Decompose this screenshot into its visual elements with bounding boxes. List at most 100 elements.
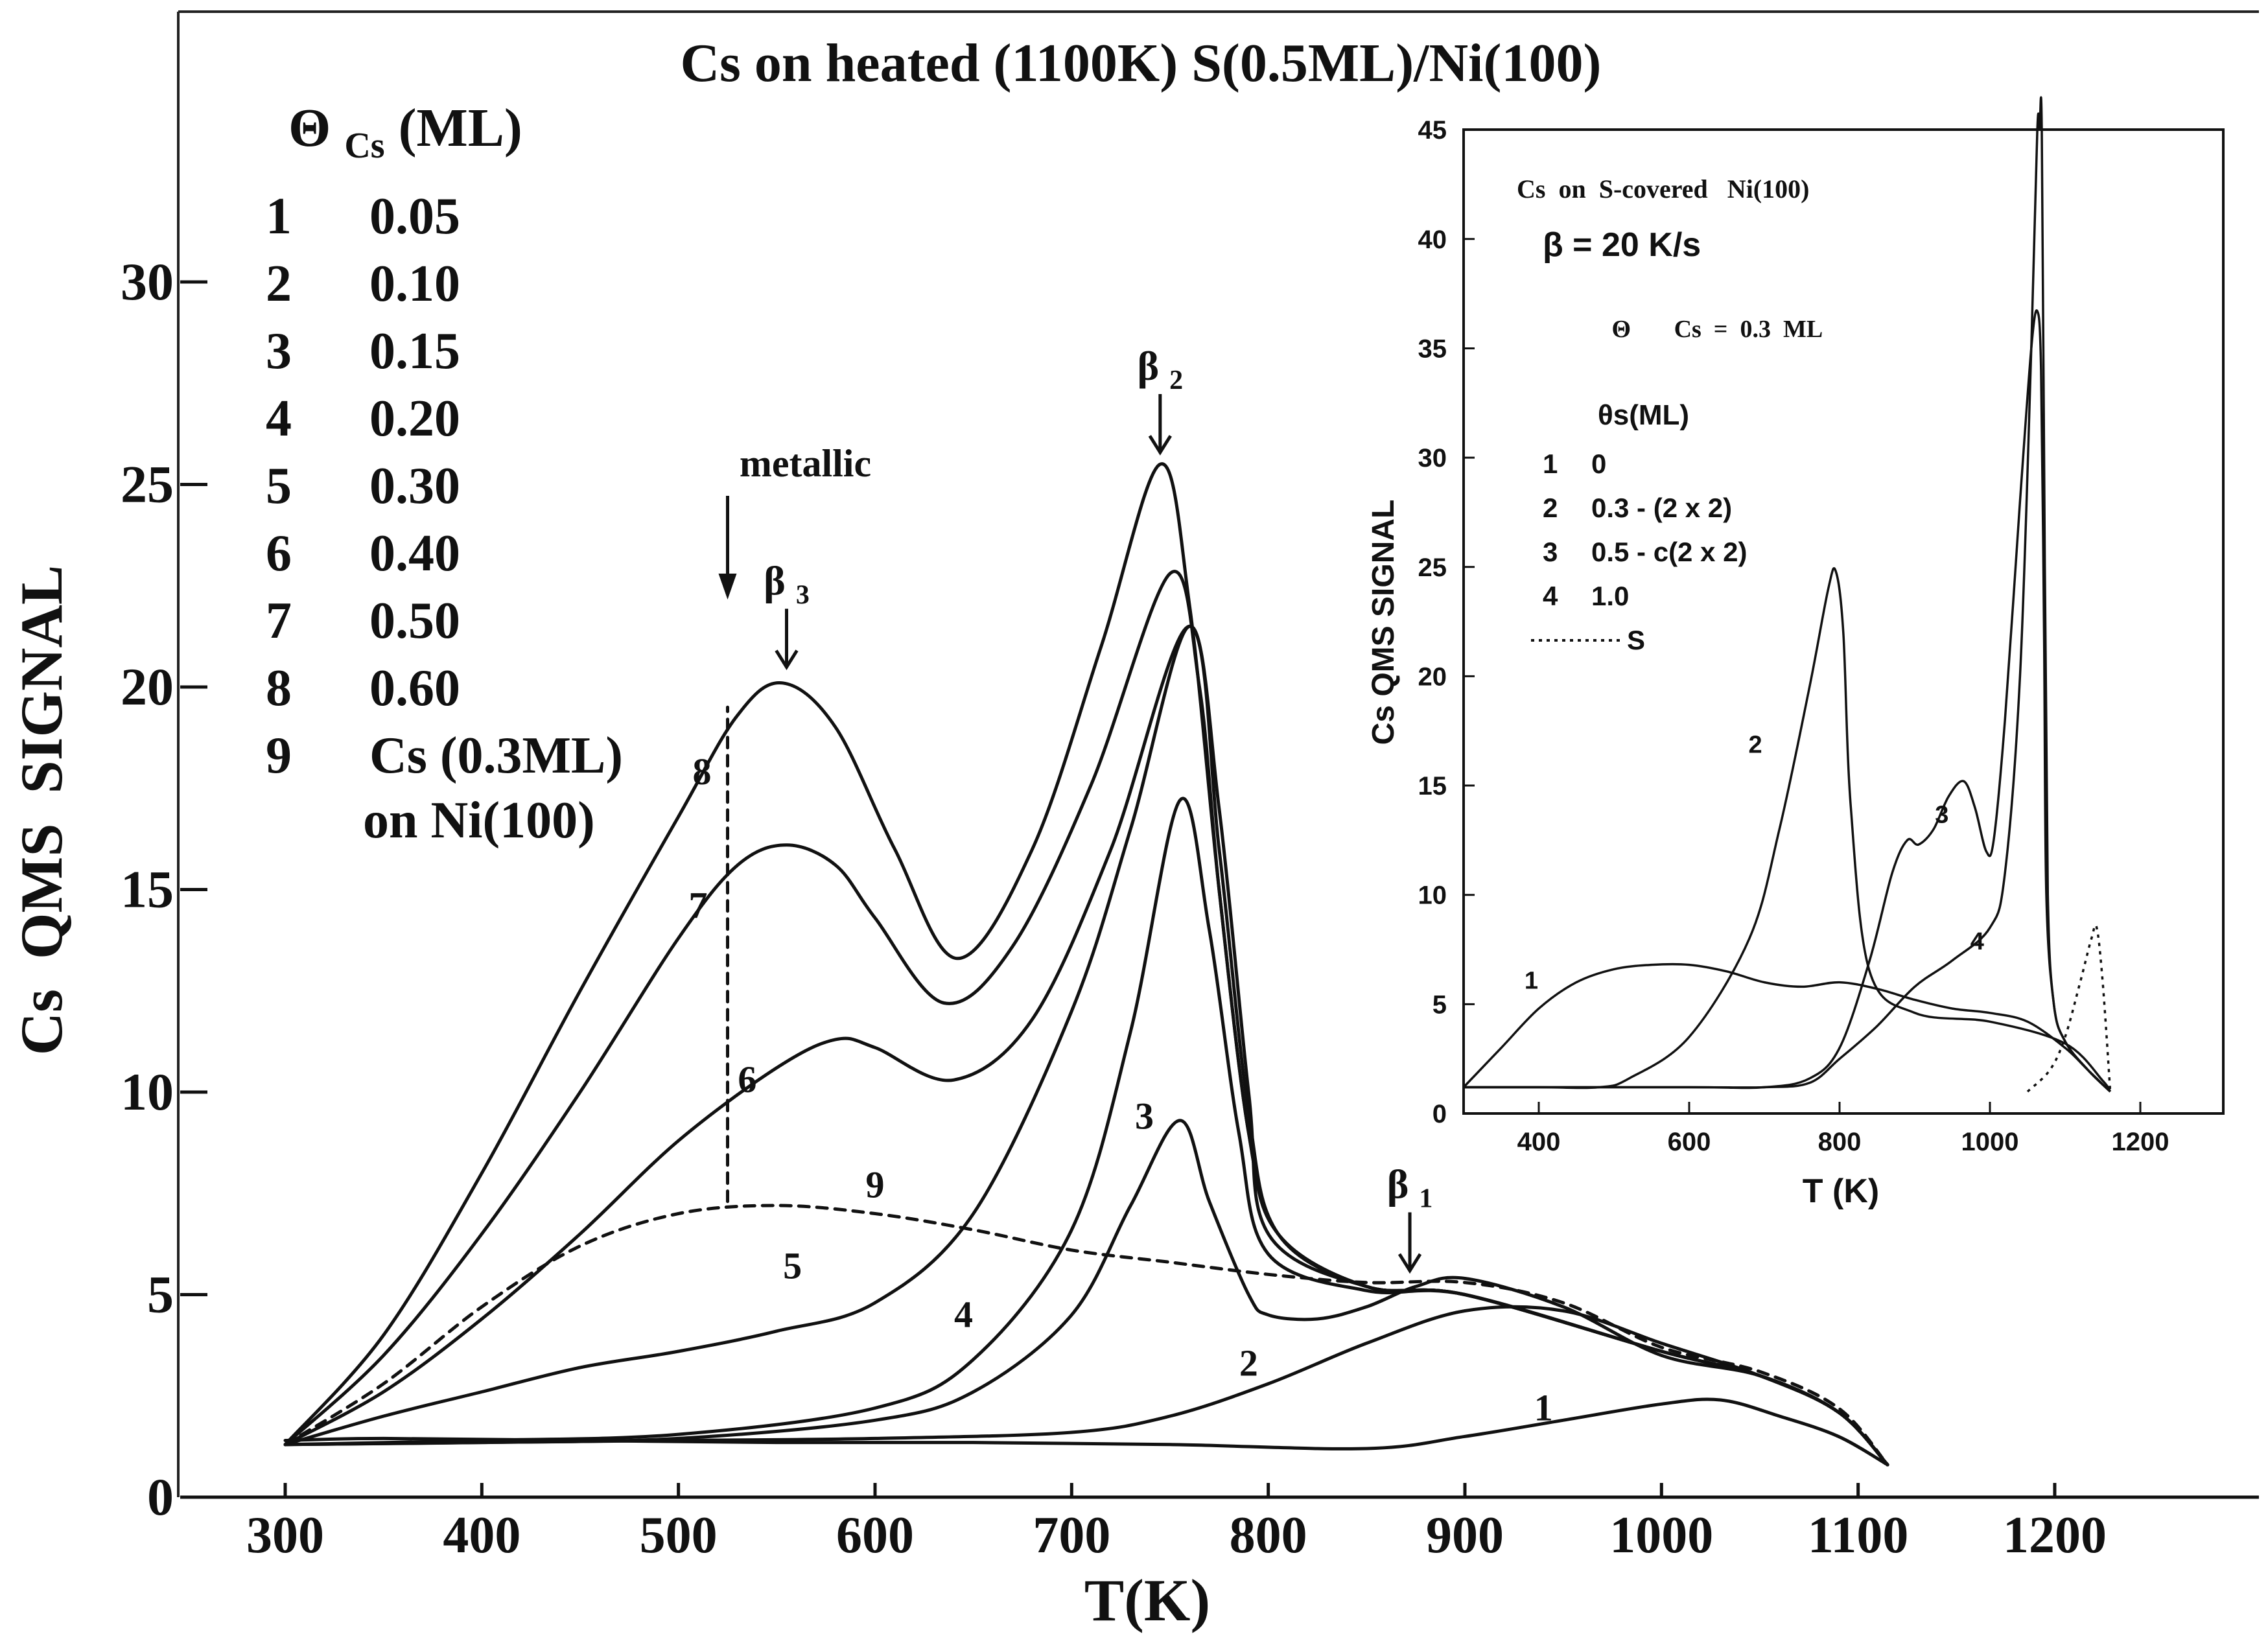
legend-id-7: 7 — [266, 592, 292, 649]
beta3-symbol: β — [764, 557, 786, 603]
inset-x-tick-label: 600 — [1668, 1128, 1711, 1156]
series-1-label: 1 — [1534, 1386, 1553, 1428]
inset-legend-id-1: 1 — [1543, 449, 1558, 479]
legend-id-3: 3 — [266, 323, 292, 380]
inset-y-tick-label: 35 — [1418, 334, 1447, 363]
inset-x-tick-label: 1200 — [2112, 1128, 2169, 1156]
y-axis-label: Cs QMS SIGNAL — [8, 565, 75, 1056]
legend-id-4: 4 — [266, 390, 292, 447]
x-axis-ticks: 300 400 500 600 700 800 900 1000 1100 1200 — [246, 1483, 2107, 1564]
inset-series-2-label: 2 — [1749, 731, 1762, 758]
x-tick-label: 800 — [1230, 1507, 1307, 1564]
inset-title: Cs on S-covered Ni(100) — [1517, 174, 1809, 204]
inset-coverage-text: Cs = 0.3 ML — [1674, 316, 1822, 343]
inset-legend-value-3: 0.5 - c(2 x 2) — [1591, 537, 1747, 567]
inset-y-tick-label: 0 — [1432, 1100, 1447, 1128]
inset-x-axis-label: T (K) — [1803, 1172, 1879, 1210]
inset-legend-id-4: 4 — [1543, 581, 1558, 611]
inset-series-4-label: 4 — [1970, 928, 1984, 955]
series-9-line — [283, 1204, 1889, 1467]
inset-x-axis-ticks: 400 600 800 1000 1200 — [1517, 1102, 2169, 1156]
metallic-label: metallic — [740, 442, 871, 485]
inset-series-1-label: 1 — [1525, 968, 1538, 995]
legend-value2-9: on Ni(100) — [363, 792, 595, 849]
y-tick-label: 0 — [147, 1467, 174, 1526]
legend-id-5: 5 — [266, 458, 292, 515]
y-axis-ticks: 0 5 10 15 20 25 30 — [121, 252, 207, 1526]
series-6-label: 6 — [738, 1058, 756, 1101]
legend-value-7: 0.50 — [369, 592, 460, 649]
inset-plot-area — [1462, 128, 2225, 1115]
series-5-label: 5 — [783, 1245, 802, 1287]
inset-legend-value-2: 0.3 - (2 x 2) — [1591, 493, 1732, 523]
legend: Θ Cs (ML) 1 0.05 2 0.10 3 0.15 4 0.20 5 0.30 6 0.40… — [266, 98, 623, 849]
inset-series-group — [1462, 96, 2112, 1093]
legend-value-4: 0.20 — [369, 390, 460, 447]
inset-legend: θs(ML) 1 0 2 0.3 - (2 x 2) 3 0.5 - c(2 x 2) 4 1… — [1531, 399, 1747, 655]
inset-legend-id-2: 2 — [1543, 493, 1558, 523]
inset-y-tick-label: 40 — [1418, 226, 1447, 254]
annotations: metallic β 3 β 2 β 1 — [718, 343, 1433, 1274]
legend-id-6: 6 — [266, 525, 292, 582]
inset-y-tick-label: 25 — [1418, 553, 1447, 582]
series-9-label: 9 — [865, 1164, 884, 1206]
beta1-subscript: 1 — [1419, 1184, 1432, 1214]
beta2-arrowhead — [1148, 435, 1172, 456]
x-tick-label: 1100 — [1808, 1507, 1909, 1564]
legend-value-9: Cs (0.3ML) — [369, 727, 623, 784]
inset-series-3-label: 3 — [1935, 801, 1948, 828]
x-tick-label: 600 — [836, 1507, 914, 1564]
x-tick-label: 1000 — [1609, 1507, 1713, 1564]
beta2-marker: β 2 — [1137, 343, 1183, 456]
legend-value-2: 0.10 — [369, 255, 460, 312]
inset-legend-header: θs(ML) — [1598, 399, 1689, 431]
beta2-label: β 2 — [1137, 343, 1183, 395]
beta1-marker: β 1 — [1387, 1161, 1433, 1274]
inset-x-tick-label: 800 — [1818, 1128, 1862, 1156]
beta3-marker: β 3 — [764, 557, 810, 670]
chart-title: Cs on heated (1100K) S(0.5ML)/Ni(100) — [681, 33, 1602, 93]
inset-y-tick-label: 10 — [1418, 881, 1447, 910]
y-tick-label: 15 — [121, 860, 174, 919]
series-7-label: 7 — [688, 884, 707, 926]
legend-header-subscript: Cs — [344, 126, 384, 166]
beta2-subscript: 2 — [1169, 366, 1183, 395]
series-group — [283, 462, 1889, 1467]
legend-value-5: 0.30 — [369, 458, 460, 515]
legend-id-2: 2 — [266, 255, 292, 312]
legend-value-3: 0.15 — [369, 323, 460, 380]
legend-id-9: 9 — [266, 727, 292, 784]
inset-x-tick-label: 400 — [1517, 1128, 1561, 1156]
metallic-arrowhead — [718, 574, 737, 600]
y-tick-label: 5 — [147, 1265, 174, 1324]
x-tick-label: 500 — [640, 1507, 718, 1564]
y-tick-label: 10 — [121, 1062, 174, 1121]
inset-y-axis-ticks: 0 5 10 15 20 25 30 35 40 45 — [1418, 116, 1475, 1128]
inset-series-1-line — [1462, 962, 2111, 1093]
inset-y-axis-label: Cs QMS SIGNAL — [1366, 500, 1401, 745]
legend-value-6: 0.40 — [369, 525, 460, 582]
series-3-label: 3 — [1135, 1095, 1154, 1137]
x-tick-label: 900 — [1426, 1507, 1504, 1564]
main-chart: Cs on heated (1100K) S(0.5ML)/Ni(100) 0 5… — [8, 33, 2259, 1633]
inset-coverage-label: Θ Cs = 0.3 ML — [1569, 316, 1853, 343]
x-tick-label: 700 — [1033, 1507, 1110, 1564]
legend-value-1: 0.05 — [369, 188, 460, 245]
inset-series-labels: 1 2 3 4 — [1525, 731, 1984, 994]
inset-legend-value-1: 0 — [1591, 449, 1606, 479]
x-tick-label: 400 — [443, 1507, 520, 1564]
x-axis-label: T(K) — [1084, 1567, 1210, 1633]
legend-id-1: 1 — [266, 188, 292, 245]
y-tick-label: 25 — [121, 455, 174, 514]
y-tick-label: 30 — [121, 252, 174, 311]
beta1-label: β 1 — [1387, 1161, 1433, 1214]
series-8-line — [283, 462, 1889, 1467]
inset-series-3-line — [1464, 309, 2111, 1093]
legend-id-8: 8 — [266, 660, 292, 717]
legend-header-symbol: Θ — [288, 98, 331, 158]
legend-header: Θ Cs (ML) — [288, 98, 522, 170]
series-labels: 1 2 3 4 5 6 7 8 9 — [688, 751, 1552, 1428]
inset-legend-s-label: S — [1627, 625, 1645, 655]
